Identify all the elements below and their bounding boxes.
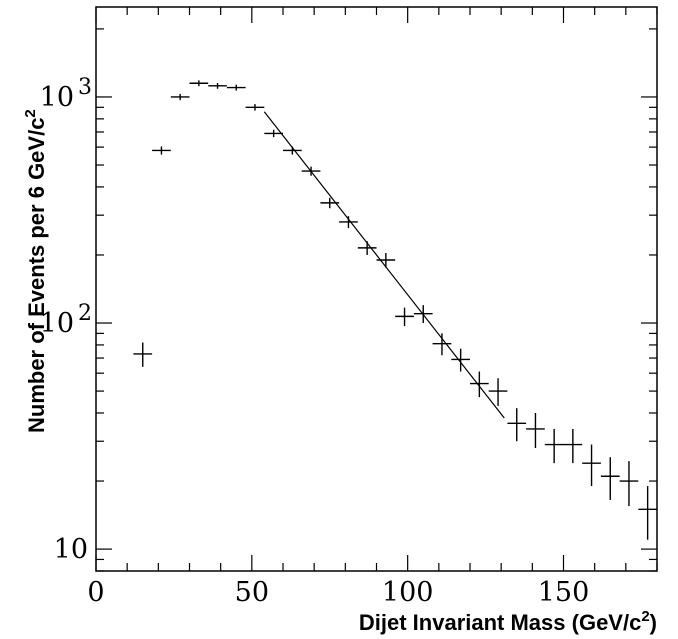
data-point [432, 333, 452, 356]
x-tick-label: 100 [382, 577, 434, 608]
data-point [413, 305, 433, 324]
data-point [339, 216, 358, 229]
data-point [544, 428, 564, 464]
data-point [507, 408, 527, 442]
data-point [526, 412, 545, 449]
plot-frame [95, 6, 658, 572]
y-tick-label: 10 [54, 534, 88, 565]
data-point [226, 84, 246, 91]
data-point [152, 146, 171, 155]
x-tick-label: 50 [235, 577, 269, 608]
data-point [170, 93, 190, 101]
data-point [245, 104, 265, 111]
data-point [357, 241, 377, 255]
data-point [133, 342, 153, 367]
data-point [582, 444, 601, 487]
data-point [638, 486, 657, 540]
x-tick-label: 150 [538, 577, 590, 608]
y-tick-label: 10 2 [40, 301, 92, 339]
data-point [376, 253, 396, 268]
y-axis-title: Number of Events per 6 GeV/c2 [22, 109, 49, 433]
data-point [301, 166, 321, 176]
data-point [395, 307, 414, 327]
x-tick-label: 0 [87, 577, 104, 608]
data-points [133, 80, 657, 540]
data-point [470, 371, 489, 398]
fit-line-group [263, 111, 505, 419]
fit-line [263, 111, 505, 419]
data-point [320, 197, 340, 209]
data-point [208, 82, 227, 89]
data-point [619, 461, 639, 507]
data-point [563, 428, 583, 464]
data-point [600, 457, 620, 500]
y-tick-label: 10 3 [40, 75, 92, 113]
data-point [189, 80, 209, 87]
data-point [264, 129, 283, 138]
data-point [283, 146, 302, 155]
data-point [488, 378, 508, 406]
axis-ticks [95, 7, 658, 572]
x-axis-title: Dijet Invariant Mass (GeV/c2) [359, 608, 657, 635]
data-point [451, 348, 470, 372]
